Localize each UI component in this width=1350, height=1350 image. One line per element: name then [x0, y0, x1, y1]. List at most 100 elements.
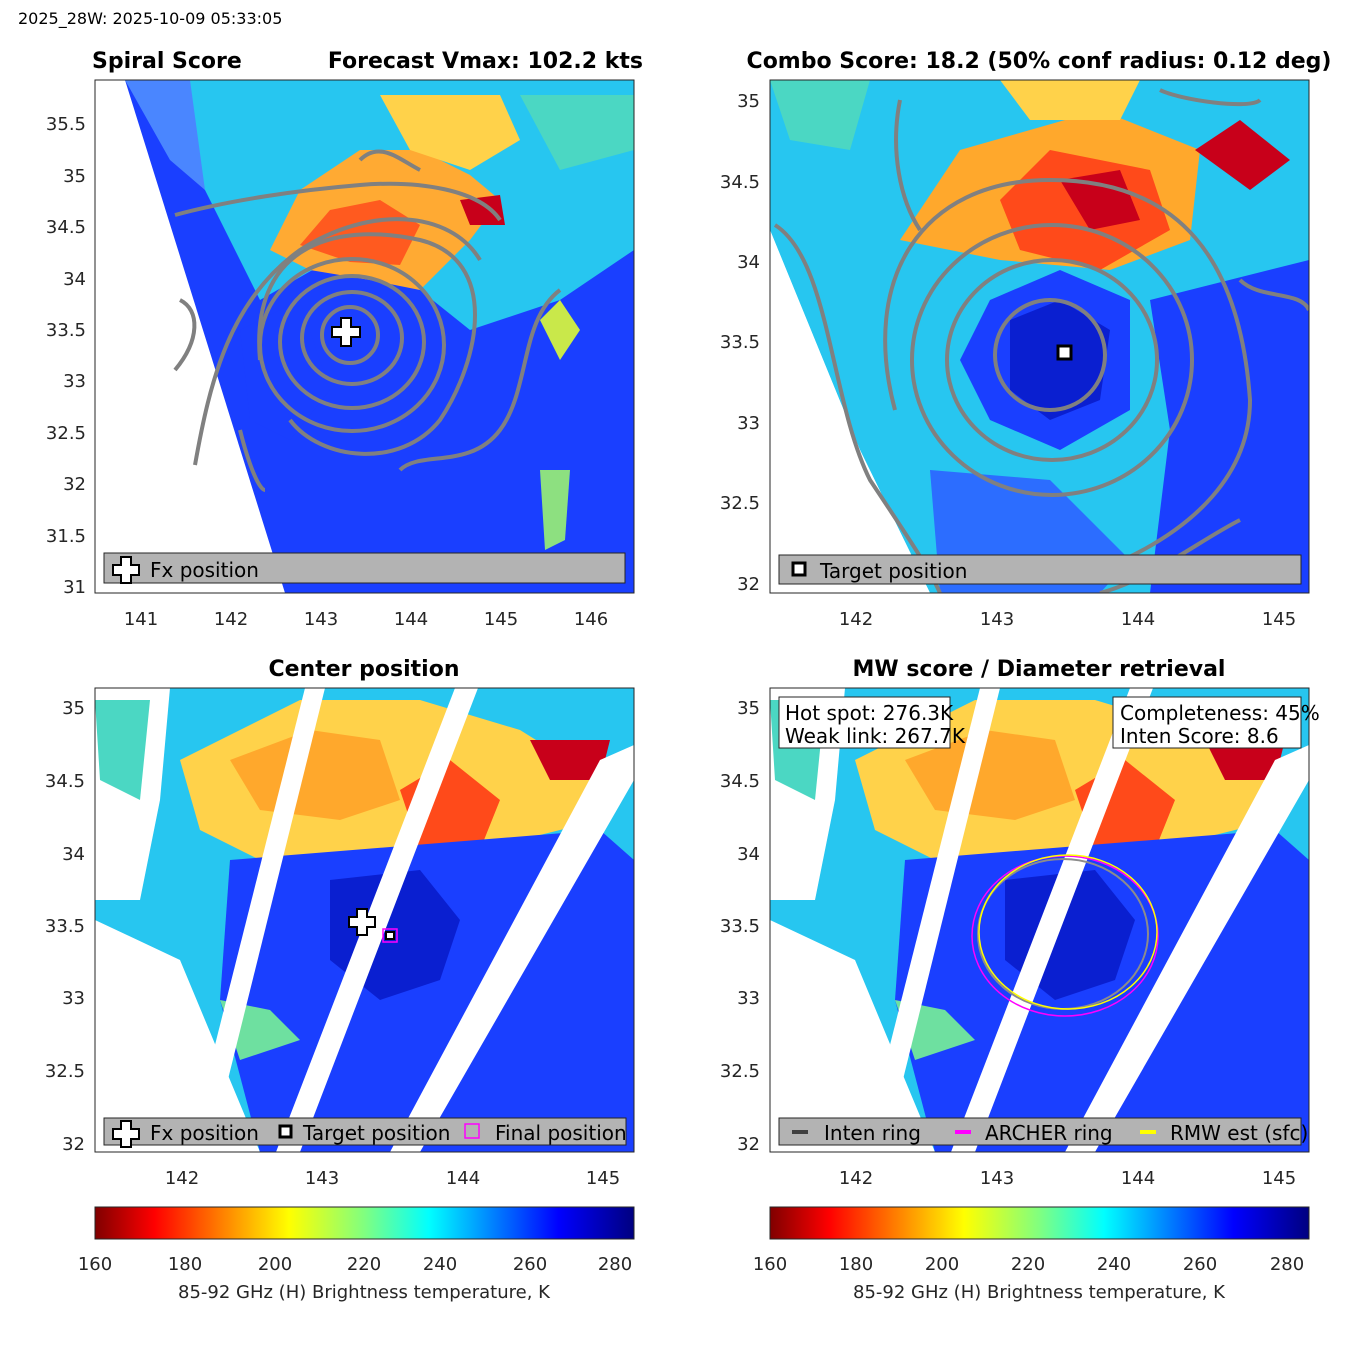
mw-y-ticks: 32 32.5 33 33.5 34 34.5 35 [720, 698, 760, 1155]
svg-text:260: 260 [1183, 1254, 1217, 1275]
combo-y-ticks: 32 32.5 33 33.5 34 34.5 35 [720, 91, 760, 595]
svg-text:33: 33 [737, 413, 760, 434]
svg-text:145: 145 [1262, 609, 1296, 630]
svg-text:Weak link: 267.7K: Weak link: 267.7K [785, 724, 966, 748]
svg-text:34.5: 34.5 [45, 771, 85, 792]
spiral-y-ticks: 31 31.5 32 32.5 33 33.5 34 34.5 35 35.5 [46, 114, 86, 598]
colorbar-right: 160 180 200 220 240 260 280 85-92 GHz (H… [753, 1206, 1310, 1303]
svg-text:280: 280 [598, 1254, 632, 1275]
combo-x-ticks: 142 143 144 145 [839, 609, 1296, 630]
svg-text:200: 200 [258, 1254, 292, 1275]
svg-text:141: 141 [124, 609, 158, 630]
svg-text:34.5: 34.5 [46, 217, 86, 238]
center-markers [348, 908, 398, 943]
svg-text:240: 240 [1097, 1254, 1131, 1275]
svg-text:Hot spot: 276.3K: Hot spot: 276.3K [785, 701, 954, 725]
svg-text:145: 145 [586, 1168, 620, 1189]
svg-text:33: 33 [63, 371, 86, 392]
svg-text:160: 160 [78, 1254, 112, 1275]
svg-text:33.5: 33.5 [45, 916, 85, 937]
svg-text:143: 143 [305, 1168, 339, 1189]
svg-text:240: 240 [423, 1254, 457, 1275]
svg-text:32: 32 [737, 574, 760, 595]
center-x-ticks: 142 143 144 145 [165, 1168, 620, 1189]
svg-text:160: 160 [753, 1254, 787, 1275]
svg-text:ARCHER ring: ARCHER ring [985, 1121, 1113, 1145]
svg-text:Fx position: Fx position [150, 558, 259, 582]
svg-text:32: 32 [63, 474, 86, 495]
svg-text:260: 260 [513, 1254, 547, 1275]
panel-mw-score: 142 143 144 145 32 32.5 33 33.5 34 34.5 35 MW s… [720, 657, 1320, 1189]
svg-text:35: 35 [62, 698, 85, 719]
svg-text:142: 142 [214, 609, 248, 630]
svg-text:Target position: Target position [302, 1121, 450, 1145]
combo-title: Combo Score: 18.2 (50% conf radius: 0.12… [747, 49, 1332, 74]
panel-combo-score: 142 143 144 145 32 32.5 33 33.5 34 34.5 35 Comb… [720, 49, 1332, 630]
svg-text:Fx position: Fx position [150, 1121, 259, 1145]
svg-text:31.5: 31.5 [46, 526, 86, 547]
svg-text:35.5: 35.5 [46, 114, 86, 135]
center-swath-gaps [188, 688, 634, 1152]
svg-text:32.5: 32.5 [720, 1061, 760, 1082]
svg-text:Inten ring: Inten ring [824, 1121, 921, 1145]
svg-text:145: 145 [484, 609, 518, 630]
svg-text:220: 220 [347, 1254, 381, 1275]
mw-title: MW score / Diameter retrieval [853, 657, 1226, 682]
mw-info-right: Completeness: 45% Inten Score: 8.6 [1112, 696, 1320, 749]
svg-text:32: 32 [62, 1134, 85, 1155]
svg-text:35: 35 [737, 698, 760, 719]
svg-text:180: 180 [168, 1254, 202, 1275]
svg-text:143: 143 [304, 609, 338, 630]
svg-text:32.5: 32.5 [720, 493, 760, 514]
svg-text:33: 33 [737, 988, 760, 1009]
svg-text:Inten Score: 8.6: Inten Score: 8.6 [1120, 724, 1279, 748]
svg-text:35: 35 [737, 91, 760, 112]
spiral-x-ticks: 141 142 143 144 145 146 [124, 609, 608, 630]
spiral-title-left: Spiral Score [92, 49, 242, 74]
svg-text:33: 33 [62, 988, 85, 1009]
svg-text:34.5: 34.5 [720, 172, 760, 193]
svg-text:33.5: 33.5 [720, 332, 760, 353]
svg-text:34.5: 34.5 [720, 771, 760, 792]
svg-text:280: 280 [1270, 1254, 1304, 1275]
combo-heatmap [770, 80, 1309, 593]
svg-text:35: 35 [63, 166, 86, 187]
mw-swath-gaps [863, 688, 1309, 1152]
mw-x-ticks: 142 143 144 145 [839, 1168, 1296, 1189]
svg-text:Final position: Final position [495, 1121, 627, 1145]
spiral-fx-marker [331, 317, 361, 347]
svg-text:144: 144 [446, 1168, 480, 1189]
mw-info-left: Hot spot: 276.3K Weak link: 267.7K [778, 696, 966, 749]
mw-rings [971, 854, 1159, 1017]
svg-text:34: 34 [62, 844, 85, 865]
colorbar-left-label: 85-92 GHz (H) Brightness temperature, K [178, 1282, 551, 1303]
svg-text:143: 143 [980, 609, 1014, 630]
svg-text:146: 146 [574, 609, 608, 630]
svg-text:34: 34 [737, 844, 760, 865]
svg-text:32.5: 32.5 [45, 1061, 85, 1082]
panel-center-position: 142 143 144 145 32 32.5 33 33.5 34 34.5 35 Cent… [45, 657, 635, 1189]
svg-text:180: 180 [839, 1254, 873, 1275]
svg-text:142: 142 [839, 1168, 873, 1189]
svg-text:142: 142 [165, 1168, 199, 1189]
svg-text:RMW est (sfc): RMW est (sfc) [1170, 1121, 1308, 1145]
svg-text:142: 142 [839, 609, 873, 630]
spiral-contours [173, 149, 562, 492]
svg-text:32: 32 [737, 1134, 760, 1155]
mw-axes-box [769, 687, 1310, 1153]
svg-text:144: 144 [1121, 1168, 1155, 1189]
panel-spiral-score: 141 142 143 144 145 146 31 31.5 32 32.5 33 33.5 … [46, 49, 643, 630]
mw-legend: Inten ring ARCHER ring RMW est (sfc) [778, 1117, 1308, 1146]
svg-text:220: 220 [1011, 1254, 1045, 1275]
center-axes-box [94, 687, 635, 1153]
spiral-axes-box [94, 79, 635, 594]
center-title: Center position [268, 657, 459, 682]
colorbar-left: 160 180 200 220 240 260 280 85-92 GHz (H… [78, 1206, 635, 1303]
colorbar-right-label: 85-92 GHz (H) Brightness temperature, K [853, 1282, 1226, 1303]
figure-header: 2025_28W: 2025-10-09 05:33:05 [18, 9, 282, 29]
combo-legend: Target position [778, 554, 1302, 585]
svg-text:200: 200 [925, 1254, 959, 1275]
svg-text:34: 34 [737, 252, 760, 273]
svg-text:144: 144 [1121, 609, 1155, 630]
